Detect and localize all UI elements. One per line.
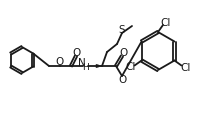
Text: O: O: [120, 48, 128, 58]
Text: Cl: Cl: [161, 18, 171, 28]
Text: N: N: [78, 58, 86, 67]
Polygon shape: [96, 64, 102, 68]
Text: S: S: [119, 25, 125, 35]
Text: Cl: Cl: [180, 63, 191, 72]
Text: H: H: [82, 64, 89, 72]
Text: O: O: [119, 75, 127, 85]
Text: Cl: Cl: [125, 63, 136, 72]
Text: O: O: [56, 57, 64, 67]
Text: O: O: [73, 48, 81, 58]
